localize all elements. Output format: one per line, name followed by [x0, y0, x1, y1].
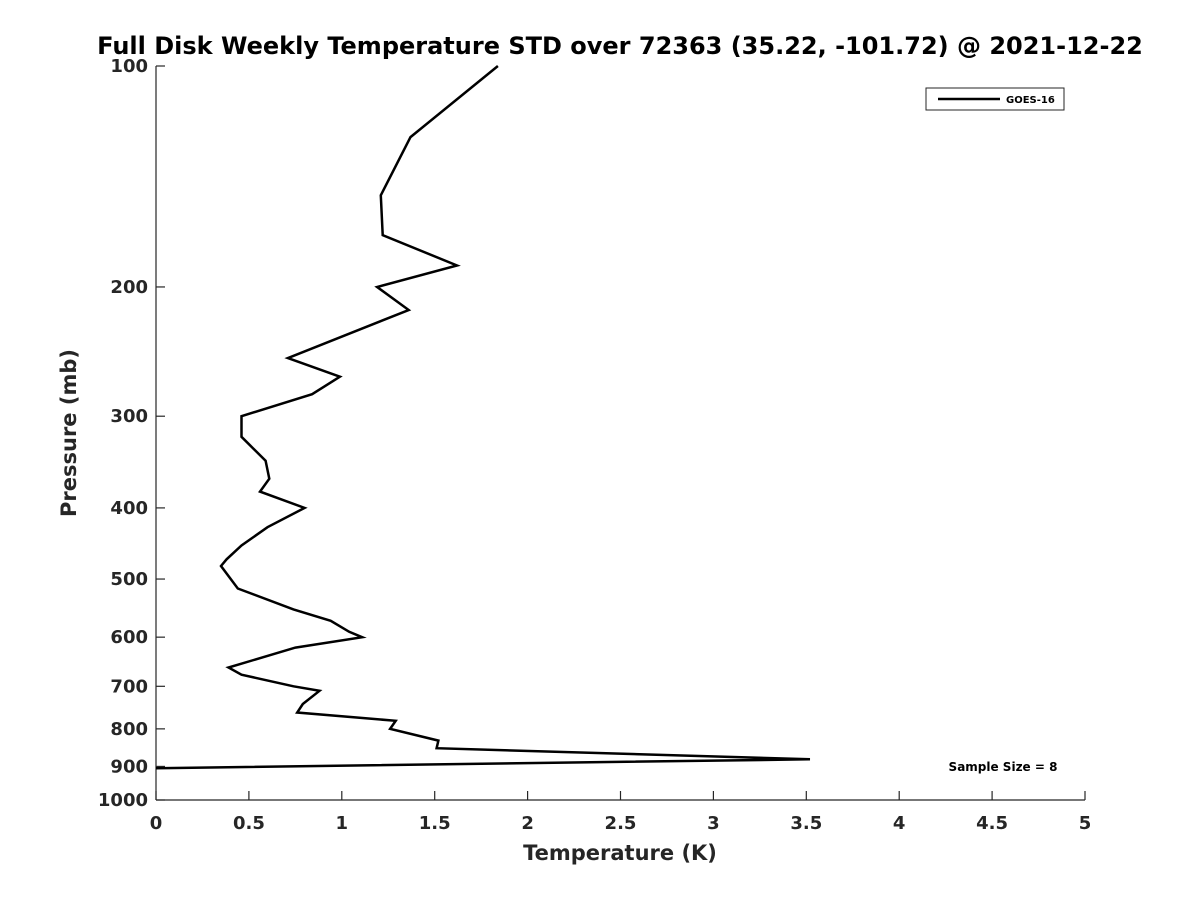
x-tick-label: 3 [707, 813, 720, 834]
y-axis-ticks: 100 200 300 400 500 600 700 800 900 1000 [98, 56, 165, 811]
y-tick-label: 700 [110, 676, 148, 697]
legend: GOES-16 [925, 87, 1065, 111]
y-tick-label: 600 [110, 627, 148, 648]
y-tick-label: 200 [110, 277, 148, 298]
y-tick-label: 400 [110, 498, 148, 519]
series-layer [155, 65, 811, 770]
x-tick-label: 4 [893, 813, 906, 834]
x-tick-label: 2 [521, 813, 534, 834]
x-axis-ticks: 0 0.5 1 1.5 2 2.5 3 3.5 4 4.5 5 [150, 791, 1092, 834]
y-tick-label: 900 [110, 756, 148, 777]
y-axis-label: Pressure (mb) [57, 349, 81, 517]
x-tick-label: 4.5 [976, 813, 1008, 834]
x-tick-label: 5 [1079, 813, 1092, 834]
x-axis-label: Temperature (K) [523, 841, 717, 865]
y-tick-label: 1000 [98, 790, 148, 811]
y-tick-label: 500 [110, 569, 148, 590]
legend-label-goes-16: GOES-16 [1006, 95, 1055, 106]
x-tick-label: 1 [336, 813, 349, 834]
y-tick-label: 100 [110, 56, 148, 77]
x-tick-label: 3.5 [790, 813, 822, 834]
x-tick-label: 1.5 [419, 813, 451, 834]
y-tick-label: 800 [110, 719, 148, 740]
x-tick-label: 0.5 [233, 813, 265, 834]
chart-title: Full Disk Weekly Temperature STD over 72… [97, 32, 1143, 60]
x-tick-label: 0 [150, 813, 163, 834]
y-tick-label: 300 [110, 406, 148, 427]
plot-axes [155, 66, 1085, 801]
sample-size-annotation: Sample Size = 8 [949, 760, 1058, 774]
x-tick-label: 2.5 [605, 813, 637, 834]
series-line-goes-16 [155, 65, 811, 770]
